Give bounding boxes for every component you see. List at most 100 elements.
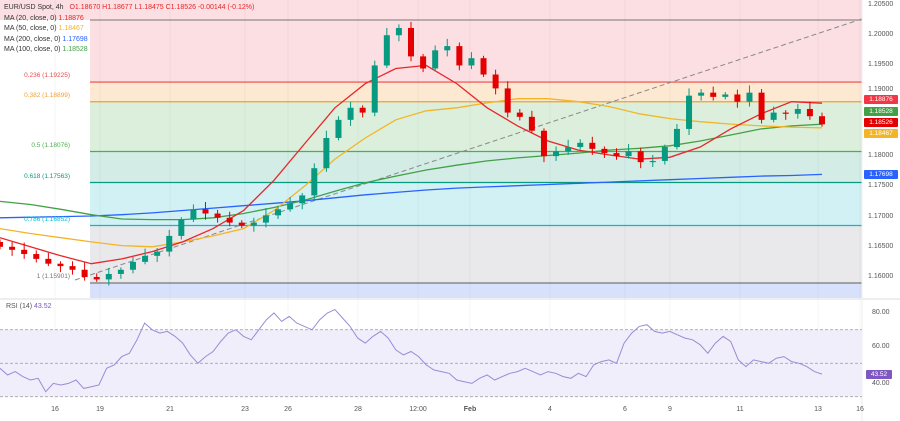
candle-body [117, 269, 124, 274]
price-axis-label: 1.19000 [868, 85, 894, 93]
symbol-label: EUR/USD Spot, 4h [4, 4, 64, 11]
time-axis-label: 16 [856, 406, 864, 413]
price-axis-label: 1.19500 [868, 61, 894, 69]
candle-body [625, 151, 632, 157]
candle-body [613, 153, 620, 157]
candle-body [166, 235, 173, 252]
candle-body [226, 217, 233, 223]
candle-body [782, 112, 789, 114]
candle-body [553, 151, 560, 157]
fib-level-label: 0.618 (1.17563) [24, 172, 70, 180]
candle-body [371, 65, 378, 113]
fib-level-label: 1 (1.15901) [36, 272, 70, 280]
candle-body [661, 147, 668, 161]
price-axis-label: 1.16500 [868, 242, 894, 250]
candle-body [262, 215, 269, 223]
candle-body [698, 92, 705, 96]
time-axis-label: 28 [354, 406, 362, 413]
rsi-line [0, 308, 823, 393]
time-axis-label: 23 [241, 406, 249, 413]
candle-body [456, 46, 463, 66]
fib-zone [90, 182, 862, 226]
ma200-label[interactable]: MA (200, close, 0) [4, 35, 61, 43]
candle-body [154, 251, 161, 256]
candle-body [722, 94, 729, 97]
fib-zone [90, 151, 862, 183]
candle-body [673, 128, 680, 148]
fib-level-label: 0.236 (1.19225) [24, 72, 70, 80]
price-badge: 1.18467 [864, 129, 898, 139]
candle-body [347, 107, 354, 120]
candle-body [686, 95, 693, 129]
ma50-value: 1.18467 [58, 25, 84, 32]
candle-body [335, 119, 342, 138]
candle-body [93, 277, 100, 280]
candle-body [540, 130, 547, 157]
candle-body [81, 269, 88, 277]
candle-body [105, 273, 112, 280]
candle-body [190, 209, 197, 220]
candle-body [806, 108, 813, 117]
candle-body [287, 203, 294, 210]
time-axis-label: 16 [51, 406, 59, 413]
price-badge: 1.18526 [864, 118, 898, 128]
candle-body [395, 27, 402, 36]
time-axis-label: 26 [284, 406, 292, 413]
candle-body [178, 219, 185, 236]
candle-body [69, 266, 76, 270]
time-axis-label: 11 [736, 406, 744, 413]
candle-body [601, 148, 608, 154]
ma20-label[interactable]: MA (20, close, 0) [4, 14, 57, 22]
candle-body [444, 46, 451, 51]
price-axis-label: 1.20000 [868, 31, 894, 39]
fib-level-label: 0.5 (1.18076) [31, 141, 70, 149]
ma20-value: 1.18876 [58, 14, 84, 22]
candle-body [129, 261, 136, 270]
price-axis-label: 1.17000 [868, 212, 894, 220]
price-axis-label: 1.18000 [868, 152, 894, 160]
candle-body [468, 58, 475, 66]
candle-body [383, 35, 390, 66]
rsi-legend: RSI (14) 43.52 [6, 303, 52, 310]
fib-level-label: 0.786 (1.16852) [24, 215, 70, 223]
time-axis-label: 13 [814, 406, 822, 413]
candle-body [746, 92, 753, 102]
candle-body [214, 213, 221, 218]
candle-body [492, 74, 499, 89]
time-axis-label: 12:00 [409, 406, 427, 413]
ma100-label[interactable]: MA (100, close, 0) [4, 46, 61, 53]
rsi-axis-label: 80.00 [872, 309, 890, 316]
candle-body [45, 258, 52, 264]
candle-body [770, 112, 777, 120]
candle-body [794, 108, 801, 114]
fib-zone-bottom [90, 282, 862, 298]
ma100-line [0, 123, 823, 221]
fib-zone [90, 19, 862, 83]
ma200-value: 1.17698 [62, 35, 88, 43]
ma200-line [0, 173, 823, 219]
candle-body [480, 58, 487, 75]
candle-body [516, 112, 523, 117]
candle-body [202, 209, 209, 214]
candle-body [565, 147, 572, 152]
ohlc-readout: O1.18670 H1.18677 L1.18475 C1.18526 -0.0… [69, 4, 255, 11]
price-axis-label: 1.20500 [868, 1, 894, 8]
candle-body [528, 116, 535, 131]
ma100-value: 1.18528 [62, 46, 88, 53]
fib-zone [90, 101, 862, 152]
candle-body [420, 56, 427, 69]
candle-body [408, 27, 414, 57]
candle-body [734, 94, 741, 102]
price-badge: 1.17698 [864, 169, 898, 179]
ma50-label[interactable]: MA (50, close, 0) [4, 25, 57, 32]
candle-body [432, 50, 439, 69]
candle-body [758, 92, 765, 120]
time-axis-label: 4 [548, 406, 552, 413]
rsi-axis-label: 60.00 [872, 342, 890, 350]
fib-zone [90, 0, 862, 20]
candle-body [323, 137, 330, 169]
price-axis-label: 1.17500 [868, 182, 894, 190]
fib-trend-line [74, 18, 863, 281]
